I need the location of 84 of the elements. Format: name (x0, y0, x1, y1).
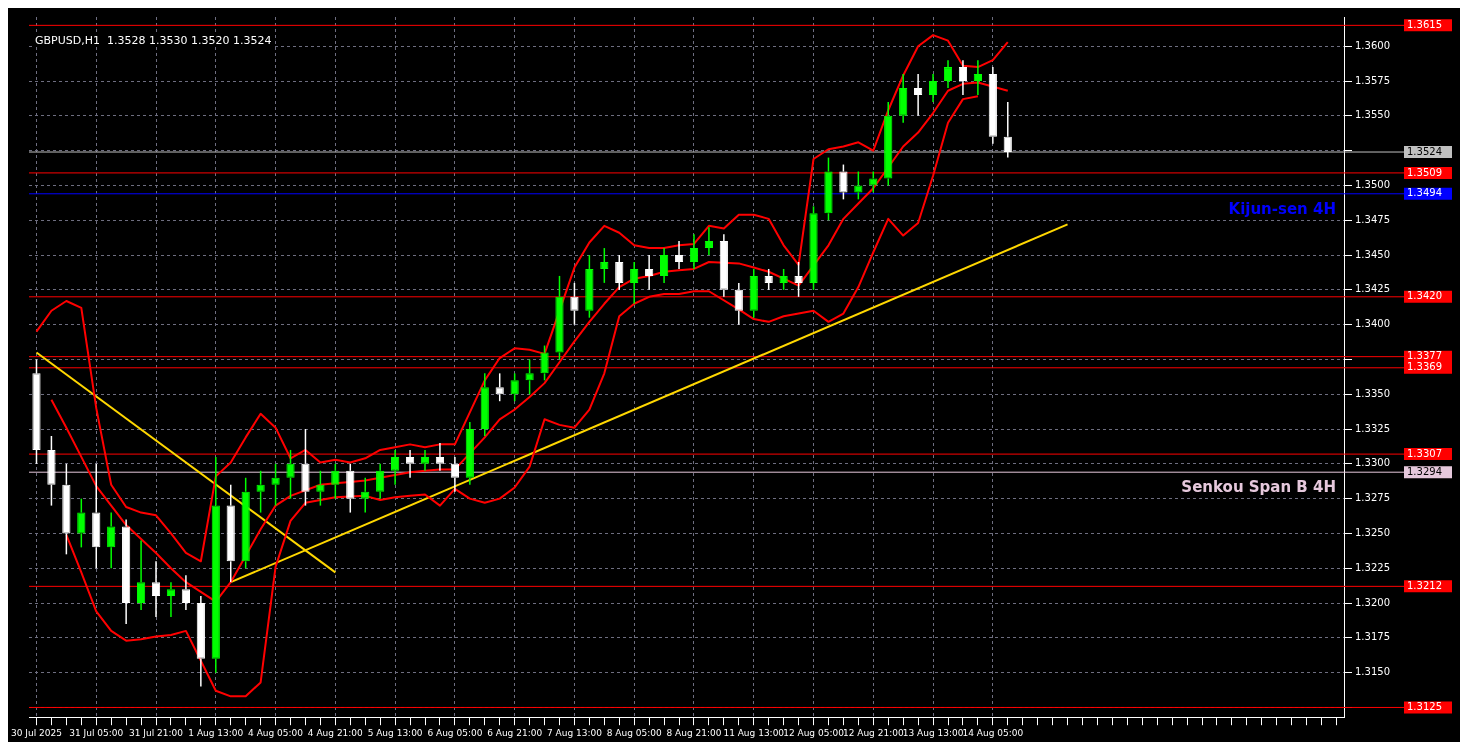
text: GBPUSD,H1 1.3528 1.3530 1.3520 1.3524 (35, 33, 272, 47)
y-tick-label: 1.3250 (1355, 527, 1390, 539)
candlestick (659, 247, 669, 284)
x-tick-label: 6 Aug 21:00 (487, 727, 543, 738)
candlestick (704, 226, 714, 256)
x-tick-label: 30 Jul 2025 (11, 727, 62, 738)
candlestick (166, 581, 176, 618)
y-tick-label: 1.3450 (1355, 248, 1390, 260)
y-tick-label: 1.3275 (1355, 492, 1390, 504)
candlestick (107, 511, 116, 569)
candlestick (674, 240, 684, 270)
candlestick (645, 254, 654, 291)
ref-line-label: 1.3125 (1407, 701, 1442, 713)
y-tick-label: 1.3225 (1355, 561, 1390, 573)
candlestick (943, 59, 953, 89)
candlestick (988, 66, 997, 145)
candlestick (689, 233, 699, 270)
candlestick (420, 449, 430, 472)
ref-line-label: 1.3307 (1407, 447, 1442, 459)
x-tick-label: 8 Aug 21:00 (666, 727, 722, 738)
candlestick (884, 101, 893, 187)
y-tick-label: 1.3175 (1355, 631, 1390, 643)
y-tick-label: 1.3575 (1355, 74, 1390, 86)
x-tick-label: 31 Jul 05:00 (69, 727, 124, 738)
candlestick (480, 372, 489, 437)
y-tick-label: 1.3475 (1355, 213, 1390, 225)
ref-line-label: 1.3524 (1407, 145, 1442, 157)
annotation: Kijun-sen 4H (1228, 199, 1336, 218)
y-tick-label: 1.3550 (1355, 109, 1390, 121)
y-tick-label: 1.3200 (1355, 596, 1390, 608)
candlestick (958, 59, 968, 96)
candlestick (136, 539, 146, 611)
ref-line-label: 1.3494 (1407, 187, 1442, 199)
y-tick-label: 1.3350 (1355, 387, 1390, 399)
candlestick (435, 442, 445, 472)
y-tick-label: 1.3150 (1355, 666, 1390, 678)
candlestick (928, 73, 938, 103)
ref-line-label: 1.3212 (1407, 579, 1442, 591)
candlestick (465, 421, 474, 486)
candlestick (92, 463, 101, 569)
y-tick-label: 1.3400 (1355, 318, 1390, 330)
candlestick (151, 560, 161, 618)
annotation: Senkou Span B 4H (1181, 478, 1336, 497)
candlestick (734, 282, 743, 326)
candlestick (630, 261, 639, 305)
x-tick-label: 31 Jul 21:00 (129, 727, 184, 738)
y-tick-label: 1.3325 (1355, 422, 1390, 434)
x-tick-label: 6 Aug 05:00 (427, 727, 483, 738)
candlestick (450, 456, 459, 493)
candlestick (211, 456, 220, 674)
x-tick-label: 12 Aug 05:00 (783, 727, 845, 738)
x-tick-label: 4 Aug 21:00 (307, 727, 364, 738)
ref-line-label: 1.3420 (1407, 290, 1442, 302)
candlestick (899, 73, 908, 124)
y-tick-label: 1.3300 (1355, 457, 1390, 469)
x-tick-label: 7 Aug 13:00 (546, 727, 603, 738)
candlestick (196, 595, 205, 688)
candlestick (973, 59, 982, 96)
x-tick-label: 11 Aug 13:00 (723, 727, 785, 738)
candlestick (719, 233, 728, 298)
x-tick-label: 13 Aug 13:00 (902, 727, 964, 738)
candlestick (181, 574, 191, 611)
candlestick (391, 449, 400, 486)
ref-line-label: 1.3615 (1407, 18, 1442, 30)
y-tick-label: 1.3600 (1355, 39, 1390, 51)
ref-line-label: 1.3294 (1407, 465, 1442, 477)
ref-line-label: 1.3377 (1407, 350, 1442, 362)
candlestick (122, 518, 131, 625)
candlestick (226, 483, 235, 583)
candlestick (1003, 101, 1012, 159)
y-tick-label: 1.3425 (1355, 283, 1390, 295)
y-tick-label: 1.3500 (1355, 179, 1390, 191)
x-tick-label: 14 Aug 05:00 (962, 727, 1024, 738)
x-tick-label: 8 Aug 05:00 (606, 727, 662, 738)
ref-line-label: 1.3509 (1407, 166, 1442, 178)
x-tick-label: 4 Aug 05:00 (248, 727, 304, 738)
x-tick-label: 1 Aug 13:00 (188, 727, 244, 738)
candlestick (405, 449, 415, 479)
candlestick (914, 73, 923, 117)
candlestick (62, 463, 71, 556)
x-tick-label: 5 Aug 13:00 (367, 727, 423, 738)
candlestick (376, 463, 385, 500)
candlestick (361, 477, 370, 514)
ref-line-label: 1.3369 (1407, 361, 1442, 373)
